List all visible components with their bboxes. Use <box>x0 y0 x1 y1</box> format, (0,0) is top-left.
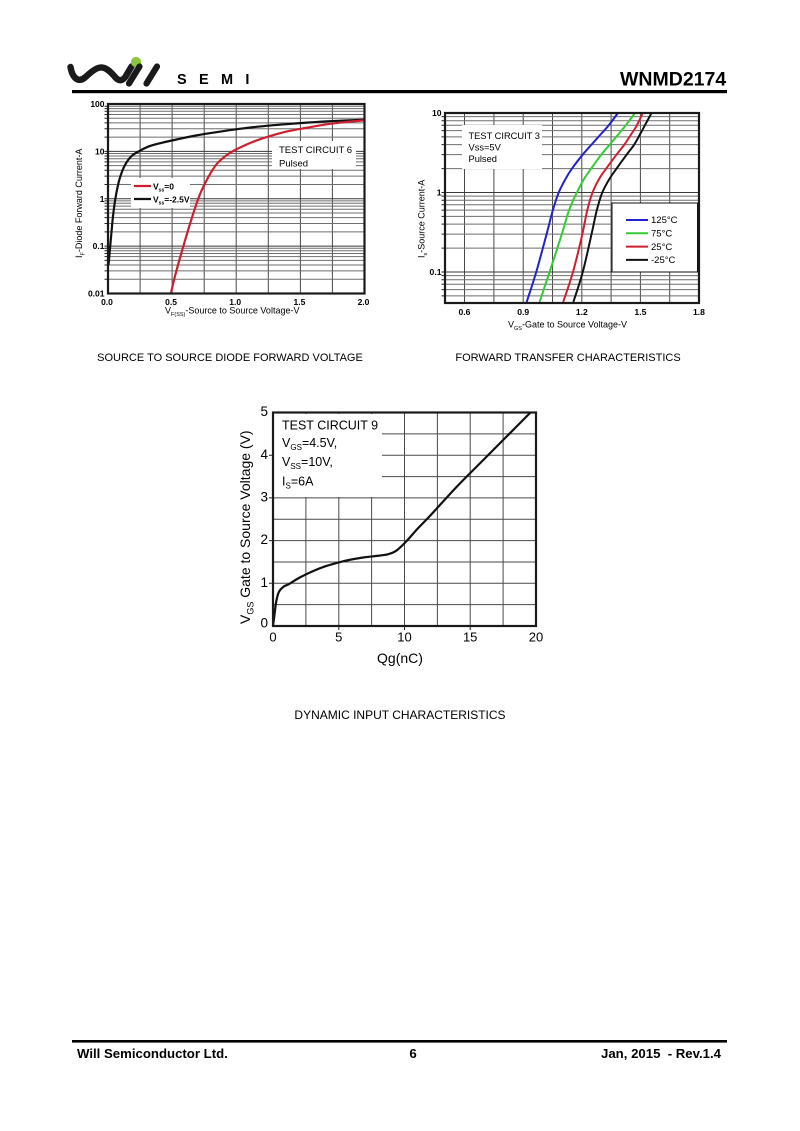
svg-text:0.5: 0.5 <box>165 297 177 307</box>
svg-text:4: 4 <box>260 447 268 462</box>
svg-text:0: 0 <box>260 616 268 631</box>
svg-text:1.5: 1.5 <box>634 307 646 317</box>
svg-text:TEST CIRCUIT 9: TEST CIRCUIT 9 <box>282 419 378 433</box>
svg-text:20: 20 <box>529 630 543 645</box>
svg-text:10: 10 <box>432 108 442 118</box>
svg-text:VGS=4.5V,: VGS=4.5V, <box>282 436 337 452</box>
svg-text:Is-Source Current-A: Is-Source Current-A <box>417 180 429 258</box>
svg-text:75°C: 75°C <box>651 229 672 240</box>
svg-text:TEST CIRCUIT 6: TEST CIRCUIT 6 <box>279 145 352 156</box>
svg-text:15: 15 <box>463 630 477 645</box>
svg-text:Pulsed: Pulsed <box>469 154 497 164</box>
svg-text:125°C: 125°C <box>651 215 678 226</box>
svg-text:5: 5 <box>260 404 268 419</box>
svg-text:0: 0 <box>269 630 276 645</box>
svg-text:1.2: 1.2 <box>576 307 588 317</box>
svg-text:Pulsed: Pulsed <box>279 159 308 170</box>
svg-text:Qg(nC): Qg(nC) <box>377 650 423 666</box>
svg-text:Jan, 2015 - Rev.1.4: Jan, 2015 - Rev.1.4 <box>601 1046 722 1061</box>
svg-text:Will Semiconductor Ltd.: Will Semiconductor Ltd. <box>77 1046 228 1061</box>
svg-text:10: 10 <box>95 146 105 156</box>
svg-text:VF(SS)-Source to Source Voltag: VF(SS)-Source to Source Voltage-V <box>165 306 299 318</box>
svg-text:0.1: 0.1 <box>93 241 105 251</box>
svg-text:0.01: 0.01 <box>88 289 105 299</box>
svg-text:SEMI: SEMI <box>177 72 262 88</box>
svg-text:WNMD2174: WNMD2174 <box>620 69 726 91</box>
svg-text:Vss=5V: Vss=5V <box>469 143 502 153</box>
svg-text:DYNAMIC INPUT CHARACTERISTICS: DYNAMIC INPUT CHARACTERISTICS <box>294 708 505 722</box>
svg-text:0.1: 0.1 <box>430 267 442 277</box>
svg-text:FORWARD TRANSFER CHARACTERISTI: FORWARD TRANSFER CHARACTERISTICS <box>455 352 680 364</box>
svg-text:10: 10 <box>397 630 411 645</box>
svg-text:2.0: 2.0 <box>358 297 370 307</box>
svg-text:3: 3 <box>260 490 268 505</box>
svg-text:6: 6 <box>409 1046 416 1061</box>
svg-text:VGS Gate to Source Voltage (V): VGS Gate to Source Voltage (V) <box>237 430 256 624</box>
svg-text:25°C: 25°C <box>651 242 672 253</box>
svg-text:IS=6A: IS=6A <box>282 475 314 491</box>
svg-text:1.5: 1.5 <box>293 297 305 307</box>
svg-text:0.6: 0.6 <box>459 307 471 317</box>
svg-text:1: 1 <box>100 194 105 204</box>
svg-text:VSS=10V,: VSS=10V, <box>282 455 333 471</box>
svg-text:2: 2 <box>260 532 268 547</box>
svg-text:Vss=0: Vss=0 <box>153 181 174 193</box>
svg-text:1.8: 1.8 <box>693 307 705 317</box>
svg-text:1: 1 <box>437 188 442 198</box>
svg-text:1: 1 <box>260 575 268 590</box>
svg-text:TEST CIRCUIT 3: TEST CIRCUIT 3 <box>469 131 540 141</box>
svg-text:IF-Diode Forward Current-A: IF-Diode Forward Current-A <box>74 149 86 258</box>
svg-text:1.0: 1.0 <box>229 297 241 307</box>
svg-text:VGS-Gate to Source Voltage-V: VGS-Gate to Source Voltage-V <box>508 320 627 332</box>
svg-text:0.9: 0.9 <box>517 307 529 317</box>
svg-text:-25°C: -25°C <box>651 255 676 266</box>
svg-text:0.0: 0.0 <box>101 297 113 307</box>
svg-text:SOURCE TO SOURCE DIODE FORWARD: SOURCE TO SOURCE DIODE FORWARD VOLTAGE <box>97 352 363 364</box>
svg-text:5: 5 <box>335 630 342 645</box>
svg-text:100: 100 <box>90 99 104 109</box>
